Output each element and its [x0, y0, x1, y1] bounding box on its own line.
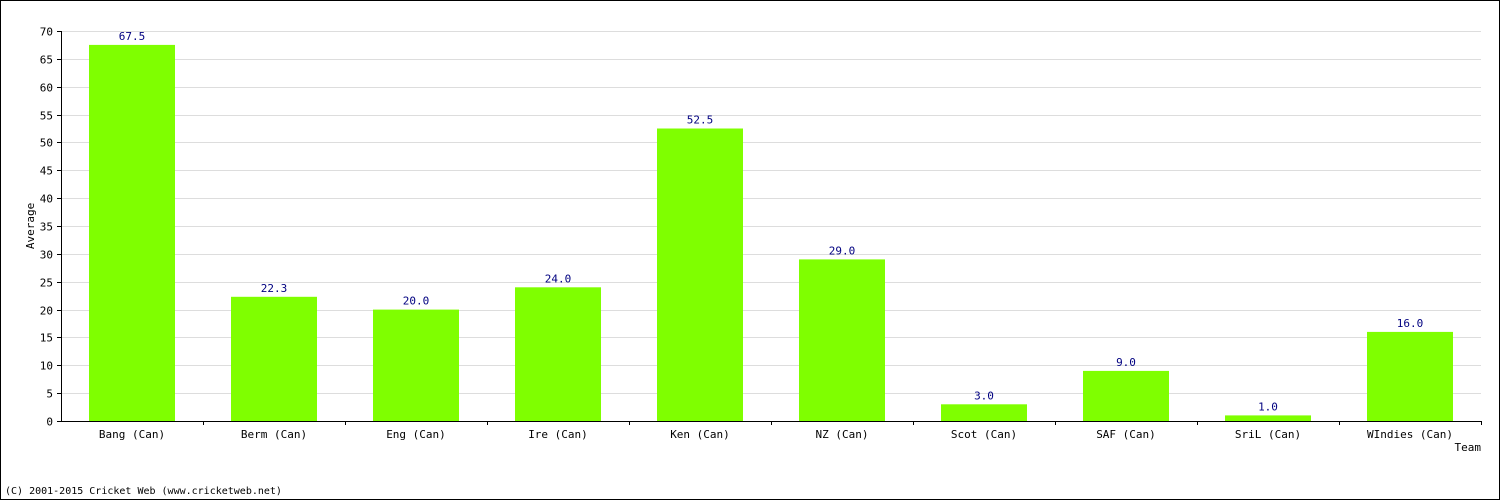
category-label: Ken (Can) [670, 428, 730, 441]
labels: 0 5 10 15 20 25 30 35 40 45 50 55 60 65 70 67.5 Bang (Ca… [24, 26, 1481, 455]
bar-value-label: 16.0 [1397, 317, 1424, 330]
bar [373, 309, 459, 421]
bar [1367, 331, 1453, 421]
bar-value-label: 29.0 [829, 244, 856, 257]
category-label: SAF (Can) [1096, 428, 1156, 441]
bar-value-label: 1.0 [1258, 400, 1278, 413]
y-tick-label: 65 [40, 54, 53, 67]
bar [89, 44, 175, 422]
y-tick-label: 40 [40, 193, 53, 206]
category-label: Scot (Can) [951, 428, 1017, 441]
category-label: Berm (Can) [241, 428, 307, 441]
bar [515, 287, 601, 421]
y-tick-label: 45 [40, 165, 53, 178]
category-label: Ire (Can) [528, 428, 588, 441]
y-tick-label: 25 [40, 277, 53, 290]
y-tick-label: 20 [40, 305, 53, 318]
y-tick-label: 60 [40, 82, 53, 95]
y-tick-label: 0 [46, 416, 53, 429]
bar-value-label: 67.5 [119, 30, 146, 43]
y-axis-title: Average [24, 203, 37, 249]
y-tick-label: 35 [40, 221, 53, 234]
bar-value-label: 20.0 [403, 295, 430, 308]
y-tick-label: 70 [40, 26, 53, 39]
gridlines [61, 31, 1481, 394]
category-label: Eng (Can) [386, 428, 446, 441]
y-tick-label: 50 [40, 137, 53, 150]
y-tick-label: 5 [46, 388, 53, 401]
x-axis-title: Team [1455, 441, 1482, 454]
bar-value-label: 22.3 [261, 282, 288, 295]
bar [657, 128, 743, 421]
category-label: Bang (Can) [99, 428, 165, 441]
bar [941, 404, 1027, 421]
axes [57, 31, 1482, 425]
bars [89, 44, 1453, 422]
category-label: WIndies (Can) [1367, 428, 1453, 441]
bar-value-label: 52.5 [687, 114, 714, 127]
y-tick-label: 55 [40, 110, 53, 123]
bar-value-label: 24.0 [545, 272, 572, 285]
category-label: NZ (Can) [816, 428, 869, 441]
y-tick-label: 30 [40, 249, 53, 262]
bar [231, 296, 317, 421]
bar [1083, 370, 1169, 421]
bar-value-label: 3.0 [974, 389, 994, 402]
bar-value-label: 9.0 [1116, 356, 1136, 369]
bar [799, 259, 885, 421]
y-tick-label: 10 [40, 360, 53, 373]
category-label: SriL (Can) [1235, 428, 1301, 441]
bar [1225, 415, 1311, 421]
copyright-footer: (C) 2001-2015 Cricket Web (www.cricketwe… [5, 486, 282, 497]
y-tick-label: 15 [40, 332, 53, 345]
